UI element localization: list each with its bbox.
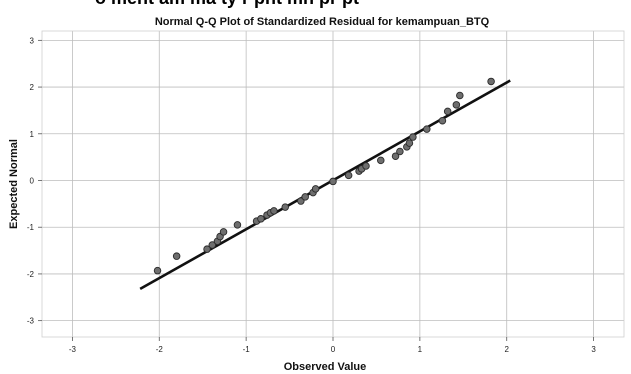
x-tick-label: -3 [69, 345, 77, 354]
data-point [409, 133, 417, 141]
data-point [257, 215, 265, 223]
cropped-header-text: o ment am ma ty r pnt mn pr pt [95, 0, 359, 8]
y-axis-ticks: 3 2 1 0 -1 -2 -3 [27, 36, 42, 326]
y-tick-label: 2 [30, 83, 35, 92]
data-point [219, 228, 228, 236]
data-point [153, 266, 162, 275]
data-point [172, 252, 181, 260]
y-tick-label: 3 [30, 36, 35, 45]
x-tick-label: -1 [243, 345, 251, 354]
data-point [344, 171, 353, 180]
data-point [438, 116, 447, 125]
chart-title: Normal Q-Q Plot of Standardized Residual… [155, 16, 490, 28]
y-axis-label: Expected Normal [8, 139, 20, 229]
y-tick-label: -2 [27, 270, 35, 279]
data-point [233, 221, 242, 229]
data-point [391, 152, 400, 160]
x-tick-label: 3 [591, 345, 596, 354]
data-point [396, 147, 404, 156]
y-tick-label: 0 [30, 176, 35, 185]
data-point [405, 139, 414, 147]
data-point [423, 125, 431, 133]
data-point [456, 91, 464, 100]
data-point [377, 156, 385, 165]
data-point [208, 241, 217, 249]
reference-line [139, 79, 511, 291]
x-tick-label: 1 [418, 345, 423, 354]
y-tick-label: -3 [27, 317, 35, 326]
data-point [487, 77, 495, 86]
data-point [329, 177, 337, 186]
x-tick-label: -2 [156, 345, 164, 354]
x-axis-label: Observed Value [284, 361, 367, 373]
data-point [203, 245, 211, 253]
data-points [153, 77, 495, 275]
x-tick-label: 2 [505, 345, 510, 354]
data-point [281, 203, 289, 211]
data-point [362, 162, 370, 170]
y-tick-label: 1 [30, 130, 35, 139]
data-point [452, 101, 461, 109]
data-point [270, 207, 278, 215]
data-point [443, 107, 452, 116]
x-tick-label: 0 [331, 345, 336, 354]
x-axis-ticks: -3 -2 -1 0 1 2 3 [69, 337, 596, 354]
data-point [301, 193, 309, 201]
data-point [311, 185, 320, 193]
y-tick-label: -1 [27, 223, 35, 232]
